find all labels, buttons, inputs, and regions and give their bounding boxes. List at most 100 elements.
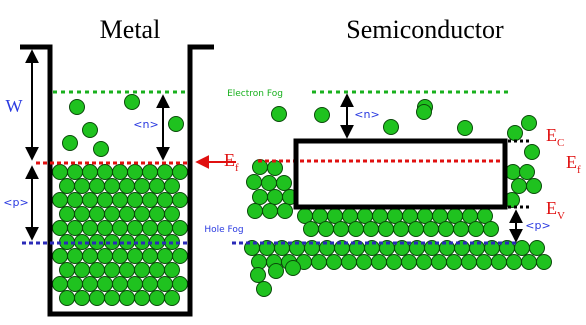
electron-particle [491, 254, 507, 270]
n-label-metal: <n> [133, 118, 158, 131]
electron-particle [383, 119, 399, 135]
electron-particle [536, 254, 552, 270]
electron-particle [521, 254, 537, 270]
electron-particle [318, 221, 334, 237]
hole-fog-label: Hole Fog [204, 225, 243, 235]
electron-particle [142, 220, 158, 236]
electron-particle [408, 221, 424, 237]
electron-particle [97, 164, 113, 180]
electron-particle [446, 254, 462, 270]
electron-particle [149, 178, 165, 194]
electron-particle [82, 248, 98, 264]
electron-particle [67, 220, 83, 236]
p-label-semi: <p> [525, 219, 550, 232]
electron-particle [67, 248, 83, 264]
electron-particle [89, 206, 105, 222]
electron-particle [134, 206, 150, 222]
electron-particle [157, 164, 173, 180]
valence-band-label: EV [546, 198, 565, 222]
electron-particle [326, 254, 342, 270]
electron-particle [89, 178, 105, 194]
electron-particle [453, 221, 469, 237]
electron-particle [164, 262, 180, 278]
electron-particle [519, 164, 535, 180]
electron-particle [82, 192, 98, 208]
electron-particle [74, 290, 90, 306]
electron-particle [104, 178, 120, 194]
electron-particle [142, 248, 158, 264]
electron-particle [261, 175, 277, 191]
electron-particle [164, 206, 180, 222]
electron-particle [507, 125, 523, 141]
electron-particle [127, 248, 143, 264]
electron-particle [82, 276, 98, 292]
electron-particle [164, 178, 180, 194]
electron-particle [172, 220, 188, 236]
electron-particle [511, 178, 527, 194]
electron-particle [52, 192, 68, 208]
electron-particle [62, 135, 78, 151]
electron-particle [119, 178, 135, 194]
electron-particle [142, 164, 158, 180]
electron-particle [277, 203, 293, 219]
electron-particle [142, 276, 158, 292]
electron-particle [82, 164, 98, 180]
electron-particle [59, 262, 75, 278]
fermi-label-metal-main: E [224, 150, 235, 170]
electron-particle [89, 290, 105, 306]
electron-particle [104, 290, 120, 306]
electron-particle [246, 174, 262, 190]
electron-particle [256, 281, 272, 297]
electron-particle [276, 175, 292, 191]
electron-particle [172, 192, 188, 208]
electron-particle [483, 221, 499, 237]
electron-particle [505, 164, 521, 180]
electron-particle [124, 94, 140, 110]
electron-particle [157, 276, 173, 292]
electron-particle [134, 178, 150, 194]
electron-particle [97, 276, 113, 292]
electron-particle [311, 254, 327, 270]
electron-particle [67, 276, 83, 292]
electron-particle [285, 260, 301, 276]
electron-particle [119, 290, 135, 306]
electron-particle [127, 276, 143, 292]
electron-particle [341, 254, 357, 270]
semiconductor-title: Semiconductor [346, 15, 504, 44]
electron-particle [127, 192, 143, 208]
electron-particle [271, 106, 287, 122]
electron-particle [172, 164, 188, 180]
n-label-semi: <n> [354, 108, 379, 121]
electron-particle [97, 220, 113, 236]
electron-particle [386, 254, 402, 270]
electron-particle [363, 221, 379, 237]
electron-particle [149, 262, 165, 278]
electron-particle [157, 192, 173, 208]
electron-particle [59, 178, 75, 194]
electron-particle [157, 248, 173, 264]
electron-particle [267, 160, 283, 176]
electron-particle [157, 220, 173, 236]
electron-particle [89, 262, 105, 278]
electron-particle [314, 107, 330, 123]
electron-fog-label: Electron Fog [227, 89, 283, 99]
electron-particle [303, 221, 319, 237]
electron-particle [247, 203, 263, 219]
metal-well [20, 44, 214, 317]
electron-particle [371, 254, 387, 270]
electron-particle [82, 122, 98, 138]
electron-particle [506, 254, 522, 270]
electron-particle [67, 164, 83, 180]
electron-particle [142, 192, 158, 208]
electron-particle [74, 206, 90, 222]
electron-particle [119, 262, 135, 278]
electron-particle [348, 221, 364, 237]
electron-particle [127, 164, 143, 180]
electron-particle [52, 276, 68, 292]
electron-particle [356, 254, 372, 270]
electron-particle [164, 290, 180, 306]
electron-particle [521, 115, 537, 131]
electron-particle [268, 263, 284, 279]
